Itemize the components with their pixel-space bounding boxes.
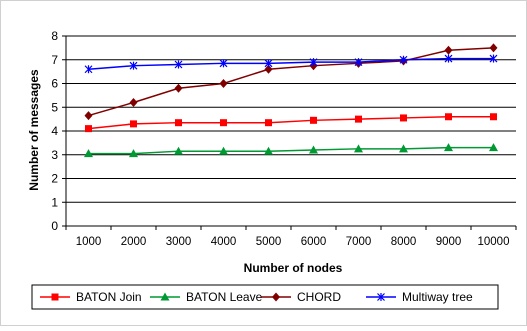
data-point [444,45,453,55]
x-tick-label: 8000 [391,236,417,248]
data-point [85,125,92,133]
data-point [220,119,227,127]
x-axis-title: Number of nodes [244,261,343,275]
x-tick-label: 6000 [301,236,327,248]
x-tick-label: 7000 [346,236,372,248]
data-point [84,149,93,158]
data-point [354,144,363,153]
data-point [489,43,498,53]
y-axis-title: Number of messages [27,69,41,191]
data-point [264,146,273,155]
legend-label: BATON Leave [186,290,263,304]
data-point [399,55,408,64]
x-tick-label: 5000 [256,236,282,248]
legend-marker [272,292,280,302]
data-point [489,143,498,152]
data-point [219,79,228,88]
y-tick-label: 5 [51,100,58,114]
series-line-3 [88,57,494,70]
legend: BATON Join BATON Leave CHORD Multiway tree [31,284,499,310]
data-point [400,114,407,122]
data-point [219,146,228,155]
x-tick-label: 2000 [121,236,147,248]
legend-marker [377,293,385,301]
data-point [309,58,318,67]
data-point [265,119,272,127]
series-layer [84,43,498,158]
x-tick-label: 10000 [478,236,510,248]
data-point [130,120,137,128]
data-point [174,83,183,93]
data-point [174,146,183,155]
legend-marker [160,292,170,301]
grid [66,35,516,203]
data-point [309,145,318,154]
axes: 0 1 2 3 4 5 6 7 8 1000 2000 3000 4000 5000 6000 7000 800… [51,29,517,248]
data-point [264,59,273,68]
data-point [310,116,317,124]
data-point [219,59,228,68]
data-point [175,119,182,127]
y-tick-label: 7 [51,53,58,67]
data-point [84,111,93,121]
data-point [354,58,363,67]
y-tick-label: 3 [51,148,58,162]
series-line-1 [88,146,494,155]
legend-label: Multiway tree [402,290,473,304]
y-tick-label: 8 [51,29,58,43]
data-point [445,113,452,121]
data-point [129,61,138,70]
y-tick-label: 4 [51,124,58,138]
data-point [490,113,497,121]
data-point [355,115,362,123]
legend-marker [51,293,59,301]
x-tick-label: 9000 [436,236,462,248]
series-line-2 [88,47,494,117]
y-tick-label: 2 [51,172,58,186]
y-tick-label: 0 [51,219,58,233]
data-point [399,144,408,153]
legend-label: BATON Join [76,290,142,304]
data-point [444,143,453,152]
series-line-0 [88,116,494,130]
y-tick-label: 1 [51,195,58,209]
legend-label: CHORD [297,290,341,304]
data-point [129,98,138,107]
x-tick-label: 1000 [76,236,102,248]
data-point [129,149,138,158]
data-point [84,65,93,74]
data-point [174,60,183,69]
x-tick-label: 3000 [166,236,192,248]
data-point [444,54,453,63]
x-tick-label: 4000 [211,236,237,248]
data-point [264,64,273,74]
y-tick-label: 6 [51,77,58,91]
data-point [489,54,498,63]
